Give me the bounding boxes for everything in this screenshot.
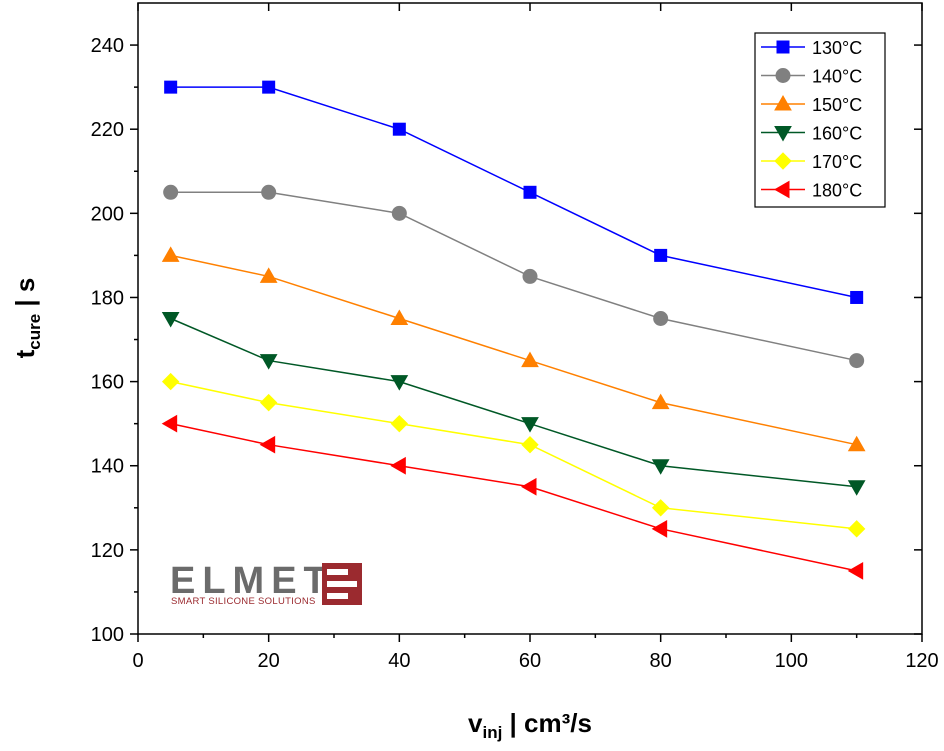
series-line [170,191,857,362]
data-point [521,351,539,368]
legend-marker [776,40,790,54]
x-tick-label: 100 [775,650,808,672]
x-axis-ticks: 0 20 40 60 80 100 120 [132,3,939,672]
y-tick-label: 120 [91,540,124,562]
series-140°C [163,184,865,369]
data-point [651,459,670,475]
data-point [161,312,180,328]
legend-item: 160°C [761,124,862,144]
y-tick-label: 160 [91,372,124,394]
legend-label: 130°C [812,38,862,58]
data-point [161,372,180,391]
data-point [259,435,276,454]
data-point [163,184,179,200]
series-line [170,380,857,530]
data-point [390,456,406,475]
data-point [521,417,539,433]
legend: 130°C 140°C 150°C 160°C 170°C 180°C [754,32,886,208]
x-tick-label: 0 [132,650,143,672]
data-point [651,393,670,410]
data-point [653,311,669,326]
x-tick-label: 20 [258,650,280,672]
series-130°C [164,80,864,304]
legend-marker [774,94,792,111]
data-point [390,309,409,325]
y-tick-label: 200 [91,203,124,225]
series-line [170,254,857,446]
data-point [522,268,538,284]
data-point [521,435,539,454]
series-150°C [161,246,866,452]
legend-marker [774,126,792,142]
data-point [261,184,277,200]
data-point [847,520,866,538]
elmet-logo: ELMET SMART SILICONE SOLUTIONS [170,560,362,607]
data-point [847,435,866,452]
data-point [850,290,864,304]
data-point [391,205,407,221]
x-tick-label: 60 [519,650,541,672]
x-tick-label: 80 [650,650,672,672]
data-point [164,80,178,94]
series-line [170,86,857,299]
data-point [259,267,278,283]
legend-marker [775,68,791,83]
data-point [651,499,670,517]
logo-e-mark [322,563,362,605]
data-point [523,185,537,199]
legend-item: 130°C [761,38,862,58]
y-tick-label: 140 [91,456,124,478]
legend-item: 140°C [761,67,862,87]
y-tick-label: 220 [91,119,124,141]
legend-marker [774,152,792,170]
data-point [654,248,668,262]
y-axis-ticks: 100 120 140 160 180 200 220 240 [91,35,922,646]
data-point [259,393,278,412]
data-point [847,480,866,496]
data-point [390,414,409,433]
x-axis-title: vinj | cm³/s [468,708,592,742]
data-point [161,414,178,433]
logo-wordmark: ELMET [170,560,334,602]
data-point [259,354,278,370]
series-layer [161,80,866,580]
series-180°C [161,414,864,580]
series-line [170,422,857,572]
legend-label: 150°C [812,95,862,115]
data-point [392,122,406,136]
legend-marker [773,180,790,199]
series-170°C [161,372,866,538]
legend-label: 140°C [812,67,862,87]
legend-item: 150°C [761,94,862,115]
y-tick-label: 180 [91,287,124,309]
legend-label: 180°C [812,181,862,201]
series-line [170,317,857,488]
x-tick-label: 40 [388,650,410,672]
x-tick-label: 120 [905,650,938,672]
data-point [520,477,537,496]
series-160°C [161,312,866,496]
data-point [651,519,668,538]
data-point [262,80,276,94]
y-tick-label: 240 [91,35,124,57]
data-point [847,562,864,580]
logo-tagline: SMART SILICONE SOLUTIONS [171,596,316,607]
legend-label: 160°C [812,124,862,144]
y-axis-title: tcure | s [10,278,44,359]
legend-box [754,32,886,208]
legend-item: 180°C [761,181,862,201]
data-point [849,353,865,369]
data-point [390,375,409,391]
y-tick-label: 100 [91,624,124,646]
legend-item: 170°C [761,152,862,172]
data-point [161,246,180,262]
legend-label: 170°C [812,152,862,172]
